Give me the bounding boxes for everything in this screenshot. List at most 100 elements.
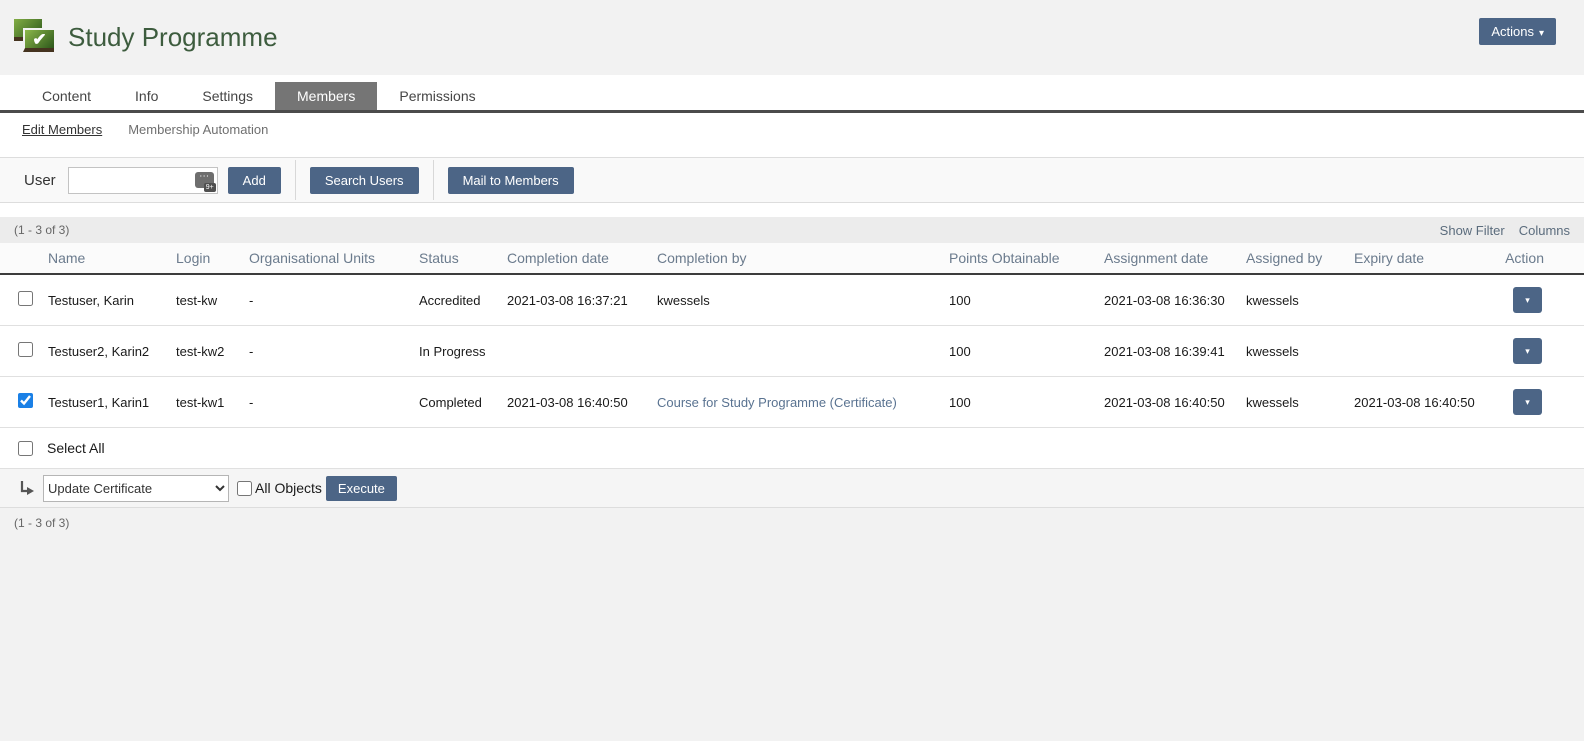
col-header-action: Action <box>1496 243 1584 275</box>
table-header-row: Name Login Organisational Units Status C… <box>0 243 1584 275</box>
search-users-button[interactable]: Search Users <box>309 166 419 194</box>
main-content: Content Info Settings Members Permission… <box>0 75 1584 508</box>
member-org-units: - <box>241 274 411 326</box>
member-completion-date: 2021-03-08 16:40:50 <box>499 376 649 428</box>
row-action-cell: ▾ <box>1496 274 1584 326</box>
member-assignment-date: 2021-03-08 16:36:30 <box>1096 274 1238 326</box>
all-objects-checkbox[interactable] <box>237 480 252 496</box>
show-filter-link[interactable]: Show Filter <box>1439 222 1505 238</box>
member-completion-by <box>649 325 941 377</box>
user-input[interactable] <box>67 166 218 194</box>
col-header-completion-by: Completion by <box>649 243 941 275</box>
row-checkbox-cell <box>0 376 40 428</box>
member-login: test-kw <box>168 274 241 326</box>
row-checkbox-cell <box>0 274 40 326</box>
study-programme-icon: ✔ <box>14 17 58 59</box>
member-assignment-date: 2021-03-08 16:39:41 <box>1096 325 1238 377</box>
col-header-login: Login <box>168 243 241 275</box>
tab-permissions[interactable]: Permissions <box>399 88 476 104</box>
select-all-label: Select All <box>47 440 105 456</box>
page-title: Study Programme <box>68 22 278 52</box>
select-all-checkbox[interactable] <box>18 440 33 456</box>
result-range: (1 - 3 of 3) <box>14 223 70 237</box>
certificate-course-link[interactable]: Course for Study Programme (Certificate) <box>657 394 897 410</box>
result-range-bottom: (1 - 3 of 3) <box>0 508 1584 530</box>
all-objects-label: All Objects <box>255 480 322 496</box>
page-header: ✔ Study Programme Actions ▾ <box>0 0 1584 75</box>
table-info-strip: (1 - 3 of 3) Show Filter Columns <box>0 217 1584 243</box>
row-action-cell: ▾ <box>1496 325 1584 377</box>
row-checkbox-cell <box>0 325 40 377</box>
apply-to-selection-arrow-icon <box>18 480 35 497</box>
tab-bar: Content Info Settings Members Permission… <box>0 75 1584 113</box>
member-toolbar: User ⋯ 9+ Add Search Users Mail to Member… <box>0 157 1584 203</box>
check-icon: ✔ <box>23 27 54 52</box>
row-action-dropdown-button[interactable]: ▾ <box>1513 338 1542 364</box>
tab-info[interactable]: Info <box>135 88 159 104</box>
subtab-edit-members[interactable]: Edit Members <box>22 122 103 137</box>
col-header-points: Points Obtainable <box>941 243 1096 275</box>
member-login: test-kw2 <box>168 325 241 377</box>
member-completion-by: kwessels <box>649 274 941 326</box>
member-assigned-by: kwessels <box>1238 274 1346 326</box>
member-points: 100 <box>941 376 1096 428</box>
row-select-checkbox[interactable] <box>18 291 33 306</box>
member-status: Completed <box>411 376 499 428</box>
member-login: test-kw1 <box>168 376 241 428</box>
row-action-dropdown-button[interactable]: ▾ <box>1513 287 1542 313</box>
row-action-cell: ▾ <box>1496 376 1584 428</box>
columns-link[interactable]: Columns <box>1518 222 1570 238</box>
member-name: Testuser1, Karin1 <box>40 376 168 428</box>
subtab-membership-automation[interactable]: Membership Automation <box>128 122 269 137</box>
member-assignment-date: 2021-03-08 16:40:50 <box>1096 376 1238 428</box>
member-expiry-date <box>1346 325 1496 377</box>
members-table: Name Login Organisational Units Status C… <box>0 243 1584 428</box>
member-completion-by-cell: Course for Study Programme (Certificate) <box>649 376 941 428</box>
col-header-org-units: Organisational Units <box>241 243 411 275</box>
table-row: Testuser, Karin test-kw - Accredited 202… <box>0 274 1584 326</box>
actions-dropdown-button[interactable]: Actions ▾ <box>1479 18 1556 45</box>
toolbar-divider <box>294 160 296 200</box>
row-select-checkbox[interactable] <box>18 342 33 357</box>
subtab-bar: Edit Members Membership Automation <box>0 113 1584 145</box>
tab-content[interactable]: Content <box>42 88 92 104</box>
row-select-checkbox[interactable] <box>18 393 33 408</box>
row-action-dropdown-button[interactable]: ▾ <box>1513 389 1542 415</box>
tab-members[interactable]: Members <box>275 82 378 110</box>
bulk-action-bar: Update Certificate All Objects Execute <box>0 468 1584 508</box>
member-org-units: - <box>241 376 411 428</box>
col-header-status: Status <box>411 243 499 275</box>
member-expiry-date <box>1346 274 1496 326</box>
autocomplete-icon: ⋯ 9+ <box>194 170 216 192</box>
toolbar-divider <box>432 160 434 200</box>
member-assigned-by: kwessels <box>1238 376 1346 428</box>
add-button[interactable]: Add <box>227 166 281 194</box>
mail-to-members-button[interactable]: Mail to Members <box>447 166 574 194</box>
chevron-down-icon: ▾ <box>1538 28 1544 39</box>
member-expiry-date: 2021-03-08 16:40:50 <box>1346 376 1496 428</box>
autocomplete-dots-icon: ⋯ <box>199 170 210 182</box>
member-status: In Progress <box>411 325 499 377</box>
member-completion-date: 2021-03-08 16:37:21 <box>499 274 649 326</box>
member-points: 100 <box>941 274 1096 326</box>
col-header-expiry-date: Expiry date <box>1346 243 1496 275</box>
member-points: 100 <box>941 325 1096 377</box>
spacer <box>0 203 1584 217</box>
autocomplete-more-badge: 9+ <box>203 182 216 192</box>
member-status: Accredited <box>411 274 499 326</box>
col-header-completion-date: Completion date <box>499 243 649 275</box>
tab-settings[interactable]: Settings <box>202 88 253 104</box>
chevron-down-icon: ▾ <box>1525 294 1530 305</box>
execute-button[interactable]: Execute <box>325 475 397 501</box>
actions-label: Actions <box>1491 24 1534 39</box>
member-completion-date <box>499 325 649 377</box>
member-name: Testuser, Karin <box>40 274 168 326</box>
col-header-name: Name <box>40 243 168 275</box>
bulk-action-select[interactable]: Update Certificate <box>43 474 229 502</box>
chevron-down-icon: ▾ <box>1525 396 1530 407</box>
member-assigned-by: kwessels <box>1238 325 1346 377</box>
col-header-assigned-by: Assigned by <box>1238 243 1346 275</box>
member-name: Testuser2, Karin2 <box>40 325 168 377</box>
user-label: User <box>24 171 56 189</box>
select-all-row: Select All <box>0 428 1584 468</box>
